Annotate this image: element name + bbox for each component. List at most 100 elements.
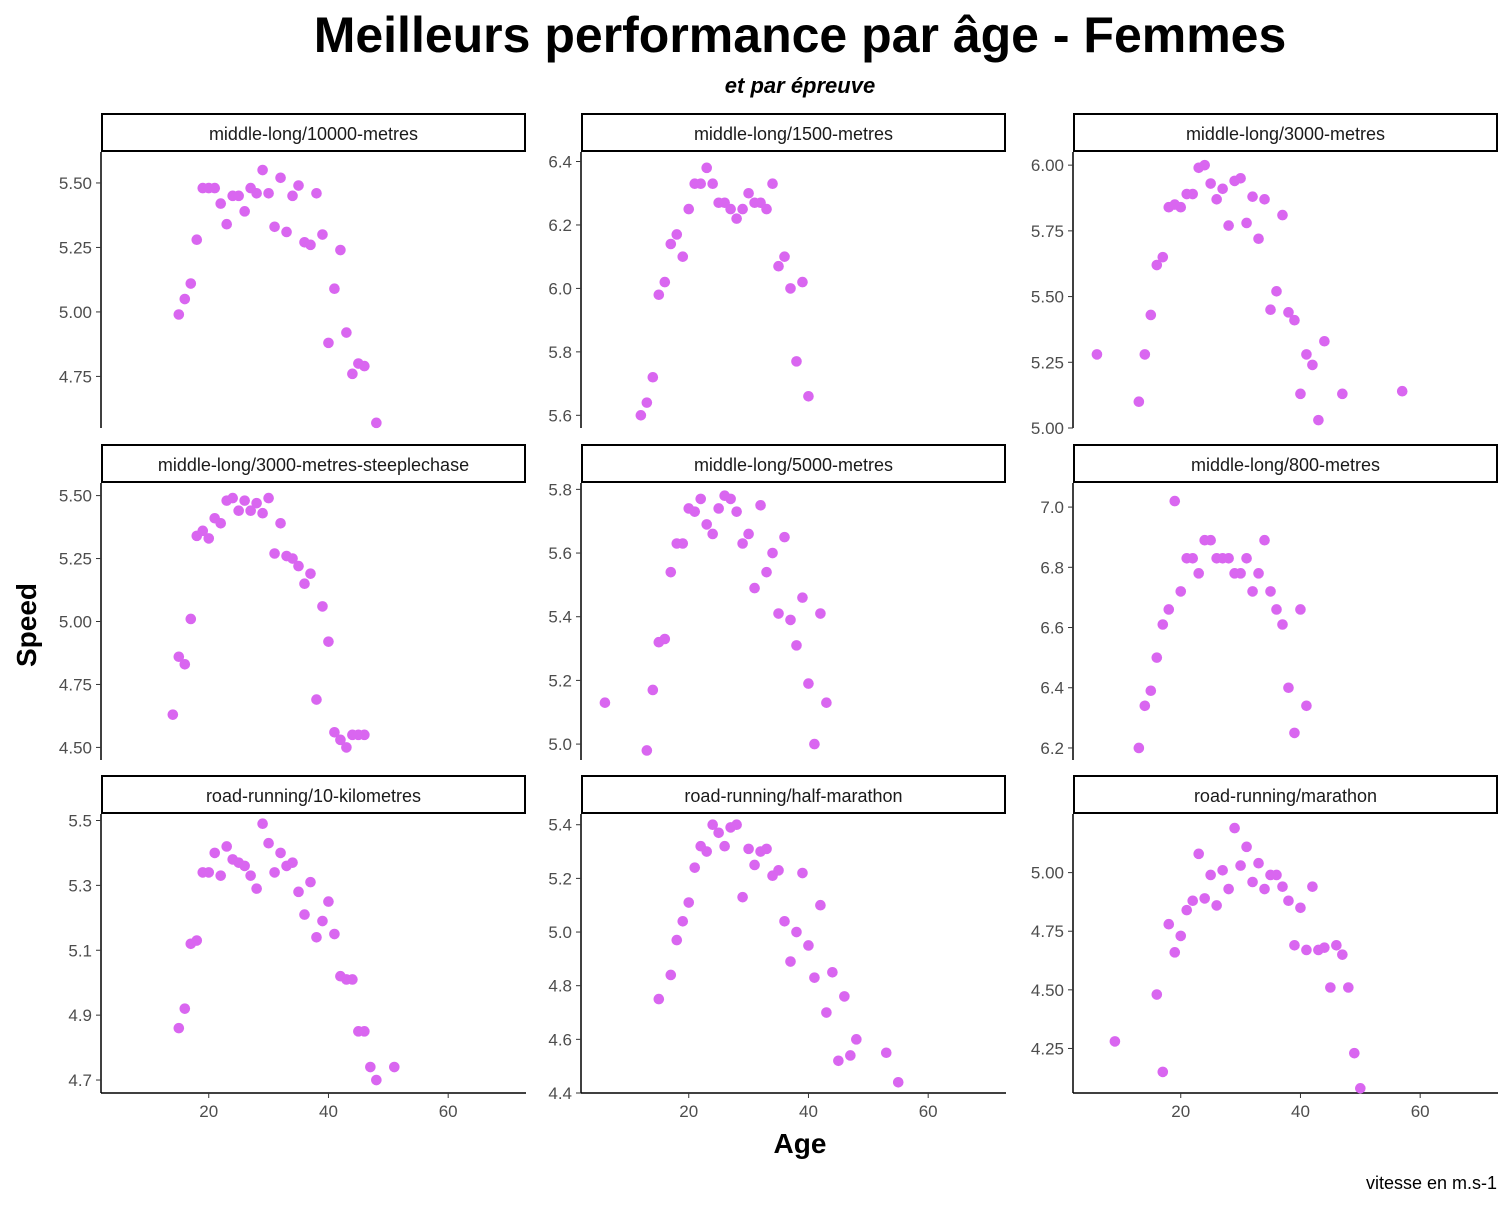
data-point bbox=[713, 503, 724, 514]
data-point bbox=[323, 337, 334, 349]
data-point bbox=[257, 818, 268, 830]
y-tick-label: 5.6 bbox=[548, 406, 572, 425]
data-point bbox=[203, 867, 215, 878]
data-point bbox=[851, 1034, 862, 1045]
data-point bbox=[1235, 172, 1246, 184]
data-point bbox=[647, 684, 659, 696]
data-point bbox=[671, 229, 683, 240]
data-point bbox=[779, 531, 790, 543]
y-tick-label: 4.75 bbox=[59, 367, 92, 386]
data-point bbox=[1271, 869, 1282, 881]
data-point bbox=[1175, 201, 1187, 213]
data-point bbox=[833, 1055, 844, 1067]
data-point bbox=[1283, 895, 1294, 907]
data-point bbox=[683, 203, 695, 215]
data-point bbox=[167, 709, 179, 720]
facet-strip-label: road-running/half-marathon bbox=[684, 786, 902, 806]
data-point bbox=[659, 276, 671, 288]
data-point bbox=[1205, 178, 1216, 189]
data-point bbox=[791, 926, 802, 938]
data-point bbox=[1247, 876, 1258, 888]
data-point bbox=[173, 1022, 185, 1034]
data-point bbox=[791, 640, 802, 651]
x-tick-label: 40 bbox=[799, 1102, 818, 1121]
y-tick-label: 5.00 bbox=[59, 613, 92, 632]
y-tick-label: 7.0 bbox=[1040, 498, 1064, 517]
data-point bbox=[1265, 586, 1276, 597]
facet-strip bbox=[581, 113, 1006, 152]
data-point bbox=[821, 697, 832, 708]
data-point bbox=[1337, 949, 1348, 960]
data-point bbox=[1241, 841, 1252, 853]
y-tick-label: 5.0 bbox=[548, 923, 572, 942]
data-point bbox=[1295, 902, 1306, 914]
data-point bbox=[233, 505, 244, 516]
data-point bbox=[1193, 848, 1205, 860]
data-point bbox=[293, 180, 304, 191]
data-point bbox=[1313, 414, 1324, 426]
data-point bbox=[215, 517, 227, 529]
data-point bbox=[359, 1026, 370, 1037]
facet-panel: middle-long/3000-metres 5.00 5.25 5.50 5.75 6… bbox=[1031, 113, 1498, 438]
data-point bbox=[179, 659, 191, 670]
y-tick-label: 6.2 bbox=[548, 216, 572, 235]
data-point bbox=[1307, 881, 1318, 892]
data-point bbox=[737, 538, 748, 549]
data-point bbox=[797, 276, 808, 288]
data-point bbox=[1091, 349, 1103, 360]
data-point bbox=[1157, 1066, 1169, 1078]
data-point bbox=[809, 972, 820, 983]
data-point bbox=[317, 915, 328, 927]
facet-panel: road-running/marathon 20 40 60 4.25 4.50 4.75 5… bbox=[1031, 775, 1498, 1121]
data-point bbox=[892, 1076, 904, 1088]
data-point bbox=[1229, 822, 1240, 834]
data-point bbox=[185, 613, 197, 625]
data-point bbox=[329, 727, 340, 738]
facet-panel: middle-long/3000-metres-steeplechase 4.50… bbox=[59, 444, 526, 760]
data-point bbox=[1283, 307, 1294, 318]
data-point bbox=[1235, 568, 1246, 579]
data-point bbox=[1187, 188, 1199, 200]
data-point bbox=[329, 283, 340, 295]
data-point bbox=[641, 397, 653, 408]
data-point bbox=[749, 582, 760, 594]
facet-strip-label: middle-long/1500-metres bbox=[694, 124, 893, 144]
data-point bbox=[173, 651, 185, 663]
data-point bbox=[797, 592, 808, 603]
y-tick-label: 4.4 bbox=[548, 1084, 572, 1103]
data-point bbox=[1151, 259, 1163, 271]
y-tick-label: 4.25 bbox=[1031, 1039, 1064, 1058]
data-point bbox=[1253, 568, 1264, 579]
data-point bbox=[215, 198, 227, 209]
data-point bbox=[257, 164, 268, 176]
y-tick-label: 5.50 bbox=[59, 487, 92, 506]
data-point bbox=[1211, 194, 1222, 205]
y-tick-label: 5.25 bbox=[59, 238, 92, 257]
data-point bbox=[779, 916, 790, 927]
data-point bbox=[317, 229, 328, 240]
y-tick-label: 4.75 bbox=[59, 675, 92, 694]
facet-strip bbox=[1073, 444, 1498, 483]
data-point bbox=[287, 190, 298, 202]
x-tick-label: 60 bbox=[439, 1102, 458, 1121]
data-point bbox=[1277, 209, 1288, 221]
y-axis-title: Speed bbox=[11, 583, 42, 667]
x-tick-label: 60 bbox=[1411, 1102, 1430, 1121]
data-point bbox=[803, 940, 814, 951]
data-point bbox=[239, 860, 250, 872]
data-point bbox=[1289, 314, 1300, 326]
data-point bbox=[809, 738, 820, 750]
facet-strip bbox=[101, 775, 526, 814]
y-tick-label: 5.00 bbox=[1031, 864, 1064, 883]
data-point bbox=[1283, 682, 1294, 694]
data-point bbox=[239, 495, 250, 506]
data-point bbox=[701, 519, 713, 530]
data-point bbox=[1211, 900, 1222, 911]
data-point bbox=[755, 499, 766, 511]
facet-panel: middle-long/1500-metres 5.6 5.8 6.0 6.2 6.4 bbox=[548, 113, 1006, 428]
data-point bbox=[209, 182, 221, 194]
data-point bbox=[731, 213, 742, 224]
data-point bbox=[335, 244, 346, 256]
y-tick-label: 5.1 bbox=[68, 941, 92, 960]
data-point bbox=[1199, 893, 1210, 904]
